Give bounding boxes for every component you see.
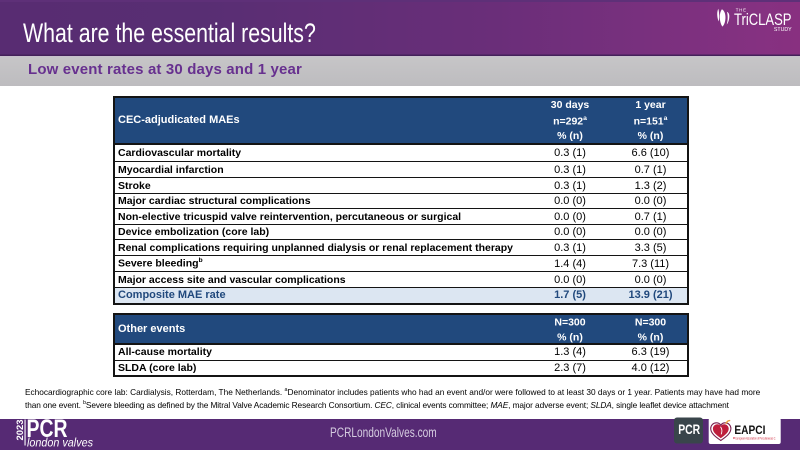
svg-text:TriCLASP: TriCLASP: [734, 10, 792, 29]
svg-text:PCR: PCR: [678, 421, 700, 437]
svg-text:PCR: PCR: [27, 419, 68, 443]
svg-text:❤ European Association of Perc: ❤ European Association of Percutaneous C…: [733, 436, 776, 440]
svg-text:london valves: london valves: [27, 438, 93, 450]
svg-text:EAPCI: EAPCI: [734, 423, 765, 437]
svg-text:2023: 2023: [15, 420, 26, 441]
svg-text:STUDY: STUDY: [774, 27, 792, 33]
svg-text:THE: THE: [736, 7, 747, 12]
